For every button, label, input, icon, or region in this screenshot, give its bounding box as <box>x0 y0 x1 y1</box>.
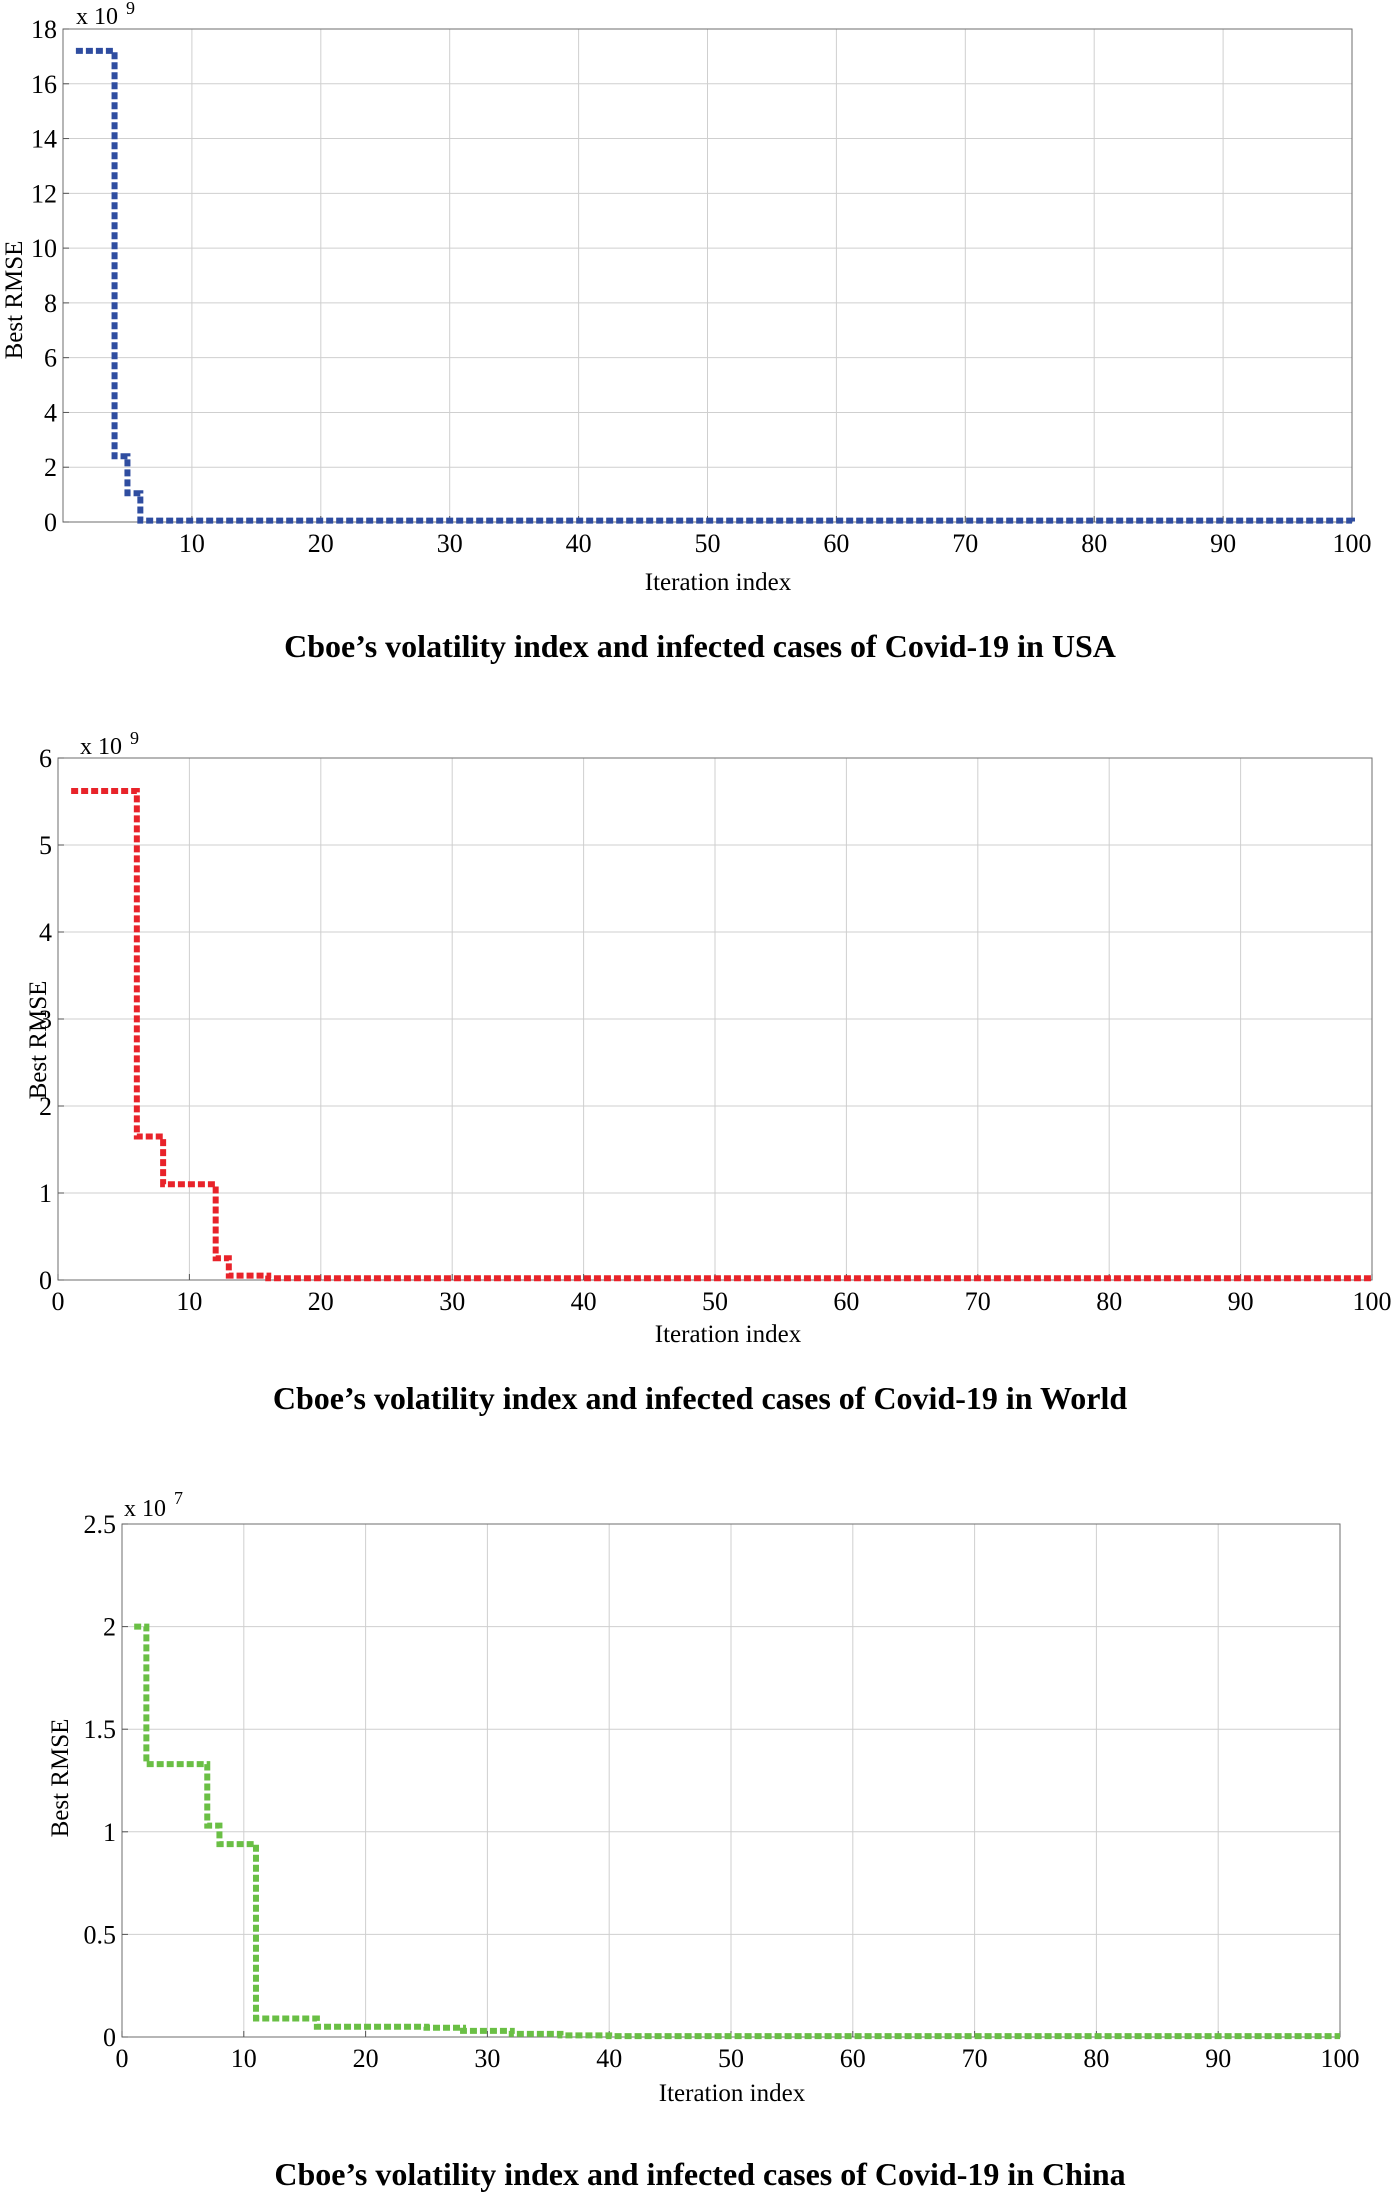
chart-caption-usa: Cboe’s volatility index and infected cas… <box>284 628 1116 664</box>
x-tick-label: 80 <box>1081 529 1107 558</box>
x-tick-label: 70 <box>965 1287 991 1316</box>
x-tick-label: 40 <box>596 2044 622 2073</box>
y-tick-label: 12 <box>31 179 57 208</box>
chart-caption-world: Cboe’s volatility index and infected cas… <box>272 1380 1128 1416</box>
x-tick-label: 90 <box>1228 1287 1254 1316</box>
y-multiplier-exponent: 9 <box>126 0 135 18</box>
y-axis-label: Best RMSE <box>47 1719 74 1838</box>
x-tick-label: 50 <box>702 1287 728 1316</box>
x-tick-label: 20 <box>308 529 334 558</box>
x-tick-label: 0 <box>116 2044 129 2073</box>
x-tick-label: 70 <box>962 2044 988 2073</box>
y-tick-label: 1 <box>39 1179 52 1208</box>
x-tick-label: 10 <box>231 2044 257 2073</box>
y-tick-label: 5 <box>39 831 52 860</box>
y-tick-label: 1.5 <box>84 1715 117 1744</box>
x-tick-label: 50 <box>718 2044 744 2073</box>
y-tick-label: 2.5 <box>84 1510 117 1539</box>
y-tick-label: 10 <box>31 234 57 263</box>
y-tick-label: 0.5 <box>84 1920 117 1949</box>
series-line <box>75 47 1355 524</box>
x-tick-label: 10 <box>176 1287 202 1316</box>
x-tick-label: 100 <box>1353 1287 1392 1316</box>
y-tick-label: 2 <box>44 453 57 482</box>
chart-world: x 10 9 Best RMSE Iteration index 0 10 20 30… <box>25 728 1392 1348</box>
x-tick-label: 40 <box>571 1287 597 1316</box>
y-tick-label: 18 <box>31 15 57 44</box>
x-tick-label: 90 <box>1210 529 1236 558</box>
x-tick-label: 20 <box>353 2044 379 2073</box>
chart-usa: x 10 9 Best RMSE Iteration index 10 20 30 4… <box>1 0 1372 596</box>
y-tick-label: 0 <box>103 2023 116 2052</box>
x-tick-label: 60 <box>840 2044 866 2073</box>
y-axis-label: Best RMSE <box>25 981 52 1100</box>
chart-china: x 10 7 Best RMSE Iteration index 0 10 20 30… <box>47 1488 1360 2107</box>
y-multiplier: x 10 <box>124 1496 166 1522</box>
x-tick-label: 0 <box>52 1287 65 1316</box>
x-tick-label: 90 <box>1205 2044 1231 2073</box>
y-tick-label: 4 <box>44 398 57 427</box>
x-tick-label: 100 <box>1333 529 1372 558</box>
x-axis-label: Iteration index <box>655 1321 802 1348</box>
y-multiplier: x 10 <box>76 4 118 30</box>
x-tick-label: 30 <box>439 1287 465 1316</box>
x-tick-label: 70 <box>952 529 978 558</box>
y-tick-label: 14 <box>31 125 57 154</box>
x-tick-label: 20 <box>308 1287 334 1316</box>
x-tick-label: 100 <box>1321 2044 1360 2073</box>
y-tick-label: 0 <box>44 508 57 537</box>
y-tick-label: 8 <box>44 289 57 318</box>
x-tick-label: 60 <box>833 1287 859 1316</box>
y-axis-label: Best RMSE <box>1 241 28 360</box>
x-tick-label: 80 <box>1083 2044 1109 2073</box>
y-tick-label: 6 <box>39 744 52 773</box>
y-tick-label: 2 <box>39 1092 52 1121</box>
y-multiplier: x 10 <box>80 734 122 760</box>
x-tick-label: 40 <box>566 529 592 558</box>
y-tick-label: 3 <box>39 1005 52 1034</box>
x-tick-label: 60 <box>823 529 849 558</box>
y-tick-label: 0 <box>39 1266 52 1295</box>
x-tick-label: 30 <box>474 2044 500 2073</box>
x-tick-label: 30 <box>437 529 463 558</box>
x-axis-label: Iteration index <box>645 569 792 596</box>
y-tick-label: 6 <box>44 344 57 373</box>
series-line <box>134 1623 1340 2040</box>
x-tick-label: 80 <box>1096 1287 1122 1316</box>
chart-caption-china: Cboe’s volatility index and infected cas… <box>274 2156 1126 2192</box>
y-tick-label: 16 <box>31 70 57 99</box>
y-tick-label: 4 <box>39 918 52 947</box>
x-tick-label: 50 <box>695 529 721 558</box>
y-multiplier-exponent: 9 <box>130 728 139 748</box>
x-axis-label: Iteration index <box>659 2080 806 2107</box>
series-line <box>71 788 1372 1282</box>
y-tick-label: 2 <box>103 1613 116 1642</box>
y-multiplier-exponent: 7 <box>174 1488 183 1508</box>
y-tick-label: 1 <box>103 1818 116 1847</box>
x-tick-label: 10 <box>179 529 205 558</box>
